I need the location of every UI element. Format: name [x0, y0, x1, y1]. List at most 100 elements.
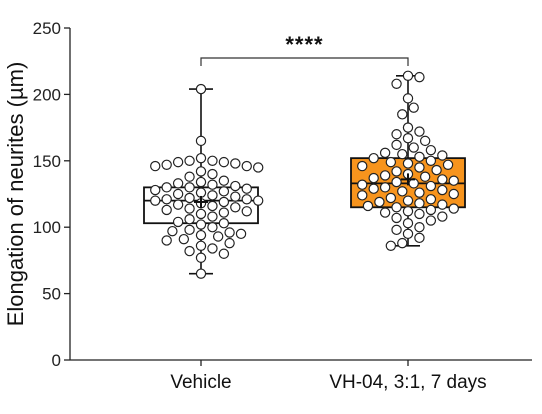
- data-point: [437, 174, 448, 185]
- y-tick-label: 50: [42, 285, 61, 304]
- data-point: [218, 186, 230, 197]
- data-point: [235, 228, 247, 240]
- data-point: [218, 218, 230, 229]
- data-point: [402, 93, 414, 104]
- data-point: [207, 200, 218, 212]
- data-point: [425, 144, 437, 156]
- data-point: [161, 194, 172, 205]
- data-point: [241, 183, 252, 194]
- data-point: [414, 232, 425, 244]
- data-point: [230, 180, 241, 192]
- data-point: [357, 179, 368, 190]
- data-point: [437, 211, 448, 222]
- data-point: [150, 195, 161, 206]
- data-point: [442, 159, 454, 170]
- data-point: [419, 171, 431, 182]
- data-point: [195, 268, 207, 279]
- data-point: [161, 159, 172, 170]
- data-point: [414, 71, 425, 83]
- data-point: [437, 199, 448, 210]
- data-point: [184, 203, 195, 214]
- data-point: [368, 172, 379, 184]
- data-point: [379, 147, 391, 159]
- data-point: [195, 219, 207, 230]
- data-point: [172, 216, 184, 228]
- data-point: [195, 240, 207, 251]
- data-point: [402, 70, 414, 82]
- data-point: [402, 122, 414, 133]
- data-point: [218, 196, 230, 208]
- data-point: [241, 194, 252, 205]
- y-axis-label: Elongation of neurites (µm): [3, 62, 28, 327]
- data-point: [207, 243, 218, 254]
- data-point: [402, 133, 414, 144]
- data-point: [167, 225, 178, 237]
- data-point: [368, 183, 379, 194]
- data-point: [385, 156, 397, 168]
- data-point: [172, 199, 184, 210]
- data-point: [207, 155, 218, 166]
- data-point: [195, 152, 207, 164]
- data-point: [207, 190, 218, 201]
- data-point: [425, 204, 437, 216]
- data-point: [448, 175, 459, 186]
- data-point: [184, 245, 195, 257]
- data-point: [437, 184, 448, 196]
- data-point: [397, 186, 408, 197]
- data-point: [195, 135, 207, 147]
- data-point: [241, 160, 252, 172]
- data-point: [172, 156, 184, 168]
- data-point: [207, 211, 218, 222]
- data-point: [397, 148, 408, 160]
- data-point: [218, 207, 230, 218]
- data-point: [224, 237, 235, 249]
- data-point: [362, 200, 374, 212]
- data-point: [161, 182, 172, 193]
- data-point: [195, 208, 207, 220]
- data-point: [391, 224, 402, 236]
- data-point: [425, 194, 437, 205]
- data-point: [379, 207, 391, 218]
- data-point: [184, 171, 195, 182]
- data-point: [408, 142, 419, 153]
- data-point: [391, 139, 402, 151]
- data-point: [391, 78, 402, 89]
- y-tick-label: 100: [33, 218, 61, 237]
- data-point: [448, 203, 459, 214]
- data-point: [207, 168, 218, 180]
- data-point: [425, 215, 437, 226]
- data-point: [419, 135, 431, 147]
- data-point: [195, 83, 207, 95]
- data-point: [172, 178, 184, 189]
- data-point: [431, 164, 442, 176]
- data-point: [150, 184, 161, 196]
- data-point: [161, 204, 172, 216]
- data-point: [230, 202, 241, 213]
- data-point: [253, 195, 264, 206]
- data-point: [150, 160, 161, 172]
- data-point: [184, 155, 195, 166]
- data-point: [195, 166, 207, 177]
- data-point: [414, 208, 425, 220]
- data-point: [379, 182, 391, 193]
- data-point: [184, 182, 195, 193]
- data-point: [391, 176, 402, 188]
- data-point: [379, 170, 391, 181]
- x-category-label: VH-04, 3:1, 7 days: [329, 372, 486, 393]
- data-point: [178, 233, 190, 245]
- data-point: [414, 126, 425, 137]
- x-category-label: Vehicle: [170, 372, 231, 393]
- data-point: [414, 162, 425, 173]
- data-point: [184, 224, 195, 236]
- axes: 0 50 100 150 200 250 Vehicle VH-04, 3:1, 7 days: [33, 19, 532, 393]
- data-point: [391, 202, 402, 213]
- data-point: [437, 150, 448, 161]
- data-point: [253, 162, 264, 173]
- data-point: [408, 102, 419, 113]
- data-point: [402, 195, 414, 206]
- y-tick-label: 250: [33, 19, 61, 38]
- data-point: [357, 190, 368, 201]
- data-point: [402, 158, 414, 169]
- data-point: [414, 221, 425, 233]
- data-point: [195, 176, 207, 188]
